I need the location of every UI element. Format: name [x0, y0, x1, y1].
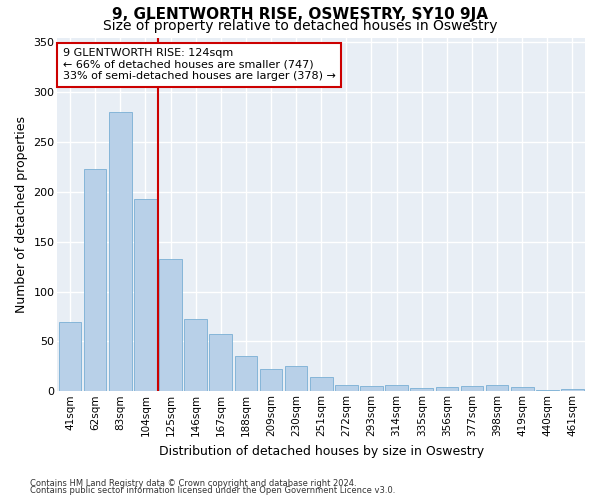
X-axis label: Distribution of detached houses by size in Oswestry: Distribution of detached houses by size … [158, 444, 484, 458]
Bar [536, 390, 559, 392]
Bar [310, 378, 332, 392]
Bar [209, 334, 232, 392]
Text: Contains public sector information licensed under the Open Government Licence v3: Contains public sector information licen… [30, 486, 395, 495]
Bar [335, 386, 358, 392]
Y-axis label: Number of detached properties: Number of detached properties [15, 116, 28, 313]
Bar [159, 258, 182, 392]
Bar [260, 370, 282, 392]
Text: Size of property relative to detached houses in Oswestry: Size of property relative to detached ho… [103, 19, 497, 33]
Bar [511, 388, 533, 392]
Bar [59, 322, 82, 392]
Bar [184, 318, 207, 392]
Text: 9, GLENTWORTH RISE, OSWESTRY, SY10 9JA: 9, GLENTWORTH RISE, OSWESTRY, SY10 9JA [112, 8, 488, 22]
Bar [84, 169, 106, 392]
Text: 9 GLENTWORTH RISE: 124sqm
← 66% of detached houses are smaller (747)
33% of semi: 9 GLENTWORTH RISE: 124sqm ← 66% of detac… [63, 48, 335, 82]
Bar [436, 388, 458, 392]
Bar [360, 386, 383, 392]
Bar [285, 366, 307, 392]
Text: Contains HM Land Registry data © Crown copyright and database right 2024.: Contains HM Land Registry data © Crown c… [30, 478, 356, 488]
Bar [109, 112, 131, 392]
Bar [486, 386, 508, 392]
Bar [134, 199, 157, 392]
Bar [561, 390, 584, 392]
Bar [410, 388, 433, 392]
Bar [385, 386, 408, 392]
Bar [235, 356, 257, 392]
Bar [461, 386, 483, 392]
